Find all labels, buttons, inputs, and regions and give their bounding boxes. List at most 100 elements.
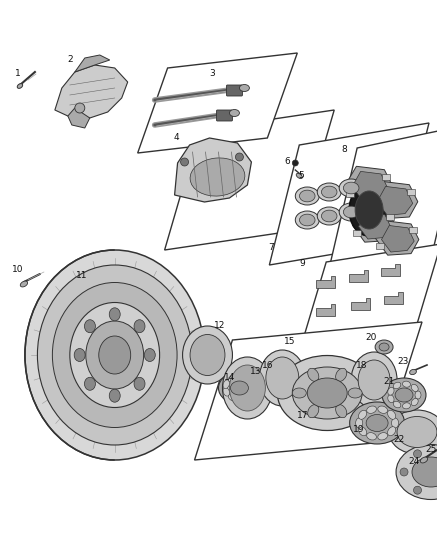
Ellipse shape bbox=[99, 336, 131, 374]
Ellipse shape bbox=[230, 109, 240, 117]
Ellipse shape bbox=[379, 343, 389, 351]
Ellipse shape bbox=[350, 402, 405, 444]
Ellipse shape bbox=[300, 190, 315, 202]
Polygon shape bbox=[138, 53, 297, 153]
Ellipse shape bbox=[412, 457, 438, 487]
Ellipse shape bbox=[339, 179, 363, 197]
Ellipse shape bbox=[321, 186, 337, 198]
Ellipse shape bbox=[358, 360, 390, 400]
Ellipse shape bbox=[317, 207, 341, 225]
Polygon shape bbox=[269, 123, 429, 265]
Text: 7: 7 bbox=[268, 244, 274, 253]
Ellipse shape bbox=[336, 405, 347, 418]
Ellipse shape bbox=[292, 388, 306, 398]
Ellipse shape bbox=[277, 356, 377, 431]
Ellipse shape bbox=[343, 206, 359, 218]
Polygon shape bbox=[316, 304, 336, 317]
Ellipse shape bbox=[230, 365, 265, 411]
Polygon shape bbox=[165, 110, 334, 250]
Text: 21: 21 bbox=[383, 377, 395, 386]
Ellipse shape bbox=[266, 357, 299, 399]
Polygon shape bbox=[346, 166, 393, 204]
Text: 6: 6 bbox=[284, 157, 290, 166]
Ellipse shape bbox=[367, 406, 376, 414]
Text: 18: 18 bbox=[357, 360, 368, 369]
Circle shape bbox=[400, 468, 408, 476]
Ellipse shape bbox=[230, 381, 248, 395]
Text: 8: 8 bbox=[341, 146, 347, 155]
Text: 10: 10 bbox=[12, 265, 24, 274]
Ellipse shape bbox=[410, 369, 417, 375]
Ellipse shape bbox=[134, 320, 145, 333]
Ellipse shape bbox=[388, 387, 394, 395]
Ellipse shape bbox=[420, 457, 427, 463]
Ellipse shape bbox=[367, 433, 376, 440]
Ellipse shape bbox=[134, 377, 145, 390]
Circle shape bbox=[180, 158, 188, 166]
Ellipse shape bbox=[321, 210, 337, 222]
Circle shape bbox=[75, 103, 85, 113]
Circle shape bbox=[292, 160, 298, 166]
Polygon shape bbox=[384, 292, 403, 304]
Polygon shape bbox=[55, 65, 128, 118]
Text: 20: 20 bbox=[365, 334, 377, 343]
Polygon shape bbox=[375, 221, 419, 255]
Polygon shape bbox=[175, 138, 251, 202]
Text: 24: 24 bbox=[408, 457, 420, 466]
Polygon shape bbox=[352, 172, 388, 200]
Ellipse shape bbox=[183, 326, 233, 384]
Ellipse shape bbox=[393, 382, 401, 389]
Ellipse shape bbox=[295, 187, 319, 205]
FancyBboxPatch shape bbox=[216, 110, 233, 121]
Polygon shape bbox=[329, 126, 438, 268]
Ellipse shape bbox=[237, 374, 246, 380]
Ellipse shape bbox=[343, 182, 359, 194]
Ellipse shape bbox=[375, 340, 393, 354]
Ellipse shape bbox=[359, 410, 367, 419]
Ellipse shape bbox=[300, 214, 315, 226]
Ellipse shape bbox=[109, 389, 120, 402]
Ellipse shape bbox=[351, 352, 397, 408]
Ellipse shape bbox=[392, 418, 399, 428]
Polygon shape bbox=[377, 187, 413, 215]
Polygon shape bbox=[68, 108, 90, 128]
Polygon shape bbox=[359, 213, 391, 239]
Polygon shape bbox=[381, 225, 414, 252]
Text: 13: 13 bbox=[250, 367, 261, 376]
Ellipse shape bbox=[396, 445, 438, 499]
Ellipse shape bbox=[228, 394, 237, 401]
Ellipse shape bbox=[25, 250, 205, 460]
Ellipse shape bbox=[247, 391, 254, 399]
Text: 16: 16 bbox=[261, 360, 273, 369]
Ellipse shape bbox=[240, 85, 249, 92]
Bar bbox=[382, 174, 390, 180]
Ellipse shape bbox=[415, 391, 421, 399]
Ellipse shape bbox=[349, 184, 389, 236]
Circle shape bbox=[413, 486, 421, 494]
Text: 4: 4 bbox=[174, 133, 180, 141]
Ellipse shape bbox=[339, 203, 363, 221]
Ellipse shape bbox=[223, 357, 272, 419]
Bar bbox=[409, 227, 417, 233]
Ellipse shape bbox=[295, 211, 319, 229]
Ellipse shape bbox=[259, 350, 305, 406]
Polygon shape bbox=[370, 181, 418, 219]
Ellipse shape bbox=[37, 265, 192, 445]
Bar bbox=[371, 206, 379, 212]
Text: 11: 11 bbox=[76, 271, 88, 279]
Ellipse shape bbox=[355, 191, 383, 229]
Ellipse shape bbox=[292, 367, 362, 419]
Ellipse shape bbox=[86, 321, 144, 389]
Text: 12: 12 bbox=[214, 320, 225, 329]
Polygon shape bbox=[352, 208, 396, 242]
Ellipse shape bbox=[296, 173, 302, 179]
Polygon shape bbox=[299, 244, 438, 352]
Bar bbox=[386, 214, 394, 220]
Ellipse shape bbox=[223, 387, 230, 396]
Ellipse shape bbox=[403, 403, 410, 409]
Ellipse shape bbox=[378, 433, 388, 440]
Polygon shape bbox=[75, 55, 110, 72]
Ellipse shape bbox=[382, 378, 426, 412]
Ellipse shape bbox=[223, 380, 230, 389]
Ellipse shape bbox=[393, 401, 401, 408]
